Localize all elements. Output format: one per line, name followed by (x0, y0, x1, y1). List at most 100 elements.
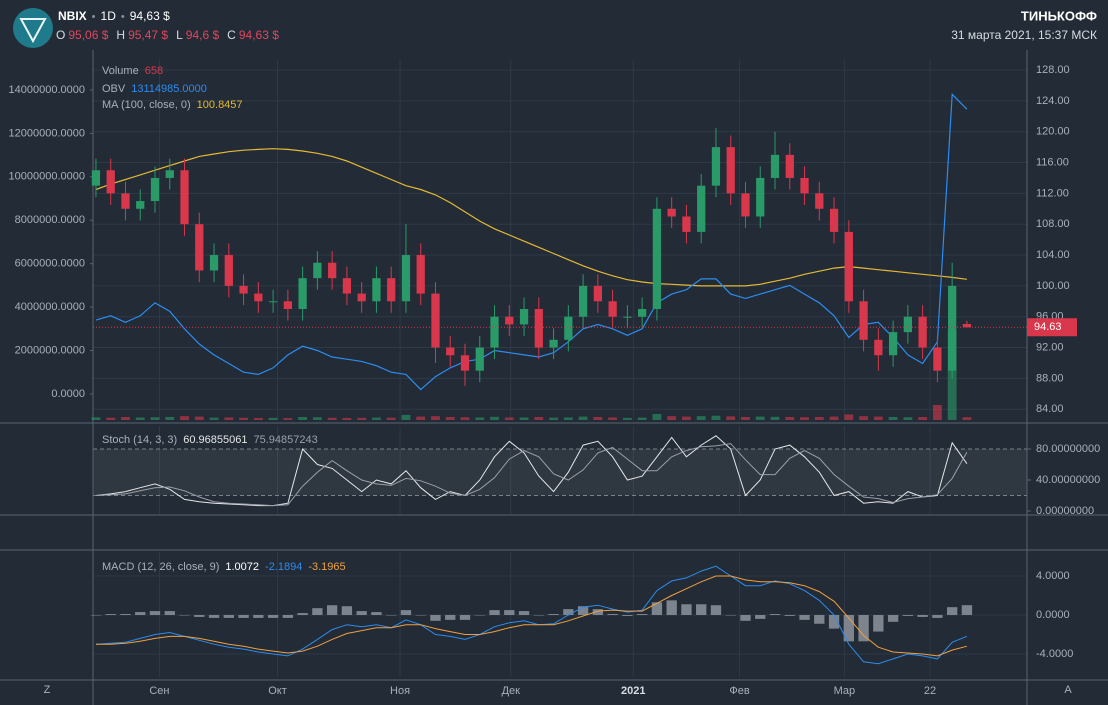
legend-item: Volume (102, 65, 139, 77)
corner-label: A (1064, 684, 1072, 696)
candle-body (505, 316, 514, 325)
volume-bar (814, 417, 824, 420)
candle-body (638, 308, 647, 317)
last-price-box (1027, 318, 1077, 337)
legend: Stoch (14, 3, 3) 60.96855061 75.94857243 (102, 434, 318, 446)
candle-body (948, 285, 957, 371)
candle-body (372, 278, 381, 302)
candle-body (460, 355, 470, 371)
legend: OBV 13114985.0000 (102, 83, 207, 95)
candle-body (593, 285, 602, 302)
x-tick-label: Фев (729, 685, 749, 697)
candle-body (933, 347, 942, 371)
volume-bar (386, 417, 396, 420)
candle-body (490, 316, 499, 348)
legend-item: 60.96855061 (183, 434, 247, 446)
legend-item: -2.1894 (265, 561, 302, 573)
volume-bar (268, 417, 278, 420)
candle-body (770, 154, 780, 178)
candle-body (918, 316, 927, 348)
y-tick-label: 108.00 (1036, 218, 1070, 230)
x-tick-label: Ноя (390, 685, 410, 697)
macd-histogram-bar (799, 614, 810, 620)
candle-body (888, 332, 898, 356)
macd-histogram-bar (725, 614, 736, 616)
macd-histogram-bar (489, 610, 500, 615)
volume-bar (755, 416, 765, 420)
y-tick-label: 84.00 (1036, 403, 1064, 415)
volume-bar (918, 417, 928, 420)
macd-histogram-bar (755, 614, 766, 619)
candle-body (136, 201, 145, 209)
volume-bar (91, 417, 101, 420)
volume-bar (652, 414, 662, 420)
volume-bar (962, 417, 972, 420)
volume-bar (327, 417, 337, 420)
x-tick-label: Сен (149, 685, 169, 697)
y2-tick-label: 10000000.0000 (9, 171, 85, 183)
macd-histogram-bar (592, 609, 604, 615)
x-tick-label: Дек (502, 685, 521, 697)
volume-bar (770, 416, 780, 420)
macd-tick-label: 4.0000 (1036, 570, 1070, 582)
candle-body (785, 154, 794, 178)
macd-histogram-bar (636, 614, 648, 615)
indicator-line (95, 565, 968, 665)
macd-tick-label: 0.0000 (1036, 609, 1070, 621)
volume-bar (873, 416, 883, 420)
macd-histogram-bar (740, 614, 751, 621)
volume-bar (416, 416, 426, 420)
volume-bar (888, 417, 898, 420)
volume-bar (180, 416, 189, 420)
macd-histogram-bar (607, 614, 618, 615)
legend-item: MA (100, close, 0) (102, 99, 191, 111)
macd-histogram-bar (341, 606, 353, 615)
x-tick-label: 2021 (621, 685, 645, 697)
volume-bar (298, 417, 308, 420)
candle-body (578, 285, 588, 317)
candle-body (283, 301, 292, 309)
indicator-line (95, 148, 967, 287)
volume-bar (431, 416, 440, 420)
macd-histogram-bar (400, 610, 412, 615)
y2-tick-label: 14000000.0000 (9, 84, 85, 96)
volume-bar (932, 405, 942, 420)
candle-body (667, 208, 676, 217)
candle-body (165, 170, 174, 178)
macd-histogram-bar (90, 614, 102, 616)
volume-bar (741, 417, 750, 420)
legend-item: MACD (12, 26, close, 9) (102, 561, 219, 573)
volume-bar (401, 414, 411, 420)
candle-body (106, 170, 115, 194)
volume-bar (165, 416, 175, 420)
macd-histogram-bar (681, 604, 692, 615)
legend-item: OBV (102, 83, 126, 95)
volume-bar (106, 417, 116, 420)
candle-body (726, 147, 735, 194)
candle-body (623, 316, 632, 318)
macd-histogram-bar (415, 614, 426, 616)
macd-histogram-bar (326, 605, 338, 615)
logo-mark (19, 18, 47, 44)
indicator-line (95, 435, 968, 507)
volume-bar (622, 417, 632, 420)
y2-tick-label: 4000000.0000 (15, 301, 85, 313)
macd-histogram-bar (253, 614, 264, 618)
y2-tick-label: 12000000.0000 (9, 127, 85, 139)
header-line: NBIX • 1D • 94,63 $ (58, 9, 170, 23)
volume-bar (121, 417, 130, 420)
macd-histogram-bar (651, 602, 663, 615)
indicator-line (95, 92, 968, 391)
candle-body (121, 193, 130, 209)
macd-histogram-bar (784, 614, 795, 616)
legend: MACD (12, 26, close, 9) 1.0072 -2.1894 -3.1… (102, 561, 346, 573)
legend-item: 75.94857243 (253, 434, 317, 446)
candle-body (387, 278, 396, 302)
volume-bar (800, 417, 809, 420)
macd-histogram-bar (282, 614, 294, 618)
volume-bar (578, 416, 588, 420)
macd-histogram-bar (371, 612, 382, 615)
volume-bar (637, 417, 647, 420)
